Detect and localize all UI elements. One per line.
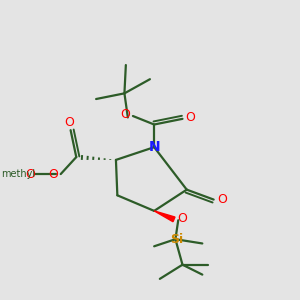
Text: O: O [25,168,35,181]
Text: O: O [120,108,130,121]
Text: N: N [148,140,160,154]
Text: O: O [177,212,187,225]
Text: methyl: methyl [1,169,35,178]
Text: Si: Si [170,233,183,246]
Text: O: O [217,193,227,206]
Polygon shape [154,211,175,222]
Text: O: O [48,168,58,181]
Text: O: O [185,111,195,124]
Text: O: O [64,116,74,129]
